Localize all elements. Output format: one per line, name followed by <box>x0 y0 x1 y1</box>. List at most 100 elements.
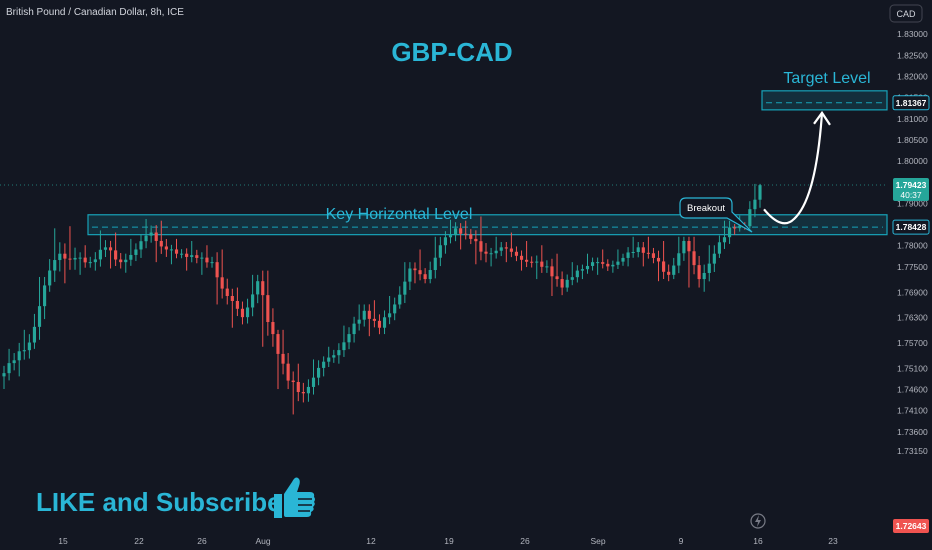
candle-body <box>677 253 681 266</box>
candle-body <box>7 363 11 374</box>
candle-body <box>727 227 732 238</box>
candle-body <box>63 253 67 259</box>
current-price: 1.79423 <box>896 180 927 190</box>
projection-arrowhead <box>813 110 831 126</box>
key-level-zone[interactable] <box>87 214 888 236</box>
key-level-price: 1.78428 <box>896 222 927 232</box>
candle-body <box>459 228 463 234</box>
candle-body <box>443 237 447 246</box>
candle-body <box>240 308 245 318</box>
candle-body <box>707 263 711 273</box>
candle-body <box>469 234 473 239</box>
key-level-badge <box>892 219 930 235</box>
candle-body <box>322 361 326 368</box>
candle-body <box>489 253 493 255</box>
currency-label[interactable]: CAD <box>896 9 916 19</box>
candle-body <box>504 247 508 249</box>
candle-body <box>317 367 321 378</box>
y-tick-label: 1.73150 <box>897 446 928 456</box>
candle-body <box>48 270 52 286</box>
target-zone[interactable] <box>761 90 888 111</box>
candle-body <box>519 255 524 260</box>
candle-body <box>311 377 316 387</box>
candle-body <box>687 241 691 252</box>
candle-body <box>626 252 630 258</box>
x-tick-label: 26 <box>520 536 530 546</box>
candle-body <box>235 300 239 309</box>
candle-body <box>413 268 417 271</box>
candle-body <box>220 277 224 289</box>
y-tick-label: 1.74100 <box>897 406 928 416</box>
like-subscribe-text: LIKE and Subscribe <box>36 487 282 517</box>
candle-body <box>261 281 265 296</box>
candle-body <box>565 279 569 288</box>
candle-body <box>418 270 422 275</box>
candle-body <box>672 265 676 275</box>
low-price: 1.72643 <box>896 521 927 531</box>
candle-body <box>230 295 234 301</box>
chart-title: GBP-CAD <box>391 37 512 67</box>
target-badge <box>892 95 930 111</box>
candle-body <box>32 326 37 343</box>
candle-body <box>636 247 640 253</box>
lightning-icon[interactable] <box>750 513 766 529</box>
candle-body <box>697 265 701 280</box>
candle-body <box>712 253 716 264</box>
candle-body <box>144 235 148 242</box>
currency-button[interactable] <box>889 4 923 23</box>
candle-body <box>733 227 737 229</box>
candle-body <box>423 274 427 280</box>
candle-body <box>276 334 280 354</box>
candle-body <box>651 253 656 258</box>
candle-body <box>210 262 214 264</box>
candle-body <box>367 310 371 319</box>
candle-body <box>601 262 605 264</box>
candle-body <box>306 386 311 394</box>
symbol-description[interactable]: British Pound / Canadian Dollar, 8h, ICE <box>6 7 184 18</box>
candle-body <box>606 263 610 267</box>
candle-body <box>758 185 762 200</box>
candle-body <box>479 241 483 252</box>
candle-body <box>88 262 92 264</box>
candle-body <box>190 255 194 257</box>
candle-body <box>753 199 757 210</box>
candle-body <box>225 288 229 296</box>
candle-body <box>342 342 346 351</box>
x-tick-label: 23 <box>828 536 838 546</box>
y-tick-label: 1.80000 <box>897 156 928 166</box>
y-tick-label: 1.80500 <box>897 135 928 145</box>
candle-body <box>301 392 305 394</box>
candle-body <box>37 306 42 327</box>
candle-body <box>448 235 453 238</box>
candle-body <box>352 323 356 335</box>
candle-body <box>590 262 595 266</box>
candle-body <box>641 247 645 253</box>
candle-body <box>27 342 31 351</box>
candle-body <box>550 266 554 277</box>
x-tick-label: 26 <box>197 536 207 546</box>
candle-body <box>748 209 752 227</box>
candle-body <box>702 272 706 280</box>
candle-body <box>682 241 686 254</box>
candle-body <box>575 270 579 278</box>
y-tick-label: 1.76900 <box>897 287 928 297</box>
target-price: 1.81367 <box>896 98 927 108</box>
candle-body <box>509 248 513 252</box>
candle-body <box>17 351 21 361</box>
candle-body <box>464 233 468 235</box>
low-badge <box>893 519 929 533</box>
y-tick-label: 1.83000 <box>897 29 928 39</box>
candle-body <box>453 228 458 236</box>
candle-body <box>484 251 488 254</box>
y-tick-label: 1.79000 <box>897 198 928 208</box>
candle-body <box>180 253 184 255</box>
candle-body <box>667 271 671 275</box>
candle-body <box>332 355 336 358</box>
y-tick-label: 1.82000 <box>897 72 928 82</box>
candle-body <box>129 254 133 260</box>
target-level-label: Target Level <box>783 70 870 87</box>
candle-body <box>68 258 72 260</box>
candle-body <box>195 255 199 258</box>
candle-body <box>154 232 158 241</box>
